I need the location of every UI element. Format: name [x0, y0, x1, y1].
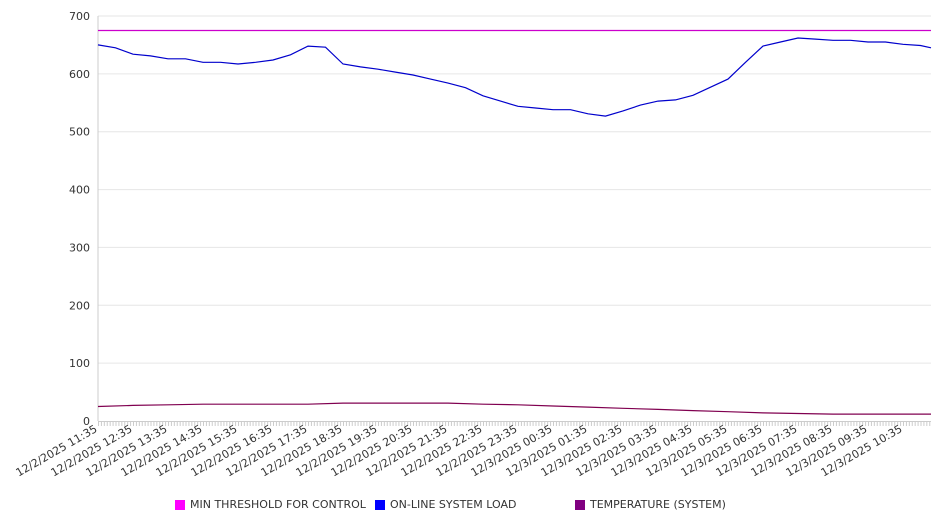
- series-line-1: [97, 37, 932, 117]
- legend-item-load[interactable]: ON-LINE SYSTEM LOAD: [375, 498, 516, 511]
- y-tick-label: 100: [69, 357, 90, 370]
- y-axis: 0 100 200 300 400 500 600 700: [69, 10, 99, 428]
- y-tick-label: 300: [69, 241, 90, 254]
- line-chart: 0 100 200 300 400 500 600 700 12/2/2025 11:3512…: [14, 10, 932, 479]
- y-tick-label: 400: [69, 184, 90, 197]
- y-tick-label: 500: [69, 126, 90, 139]
- legend-swatch-icon: [375, 499, 385, 510]
- legend-swatch-icon: [175, 499, 185, 510]
- y-tick-label: 700: [69, 10, 90, 23]
- legend-swatch-icon: [575, 499, 585, 510]
- legend-item-threshold[interactable]: MIN THRESHOLD FOR CONTROL: [175, 498, 366, 511]
- series-line-2: [97, 402, 931, 415]
- grid-lines: [98, 15, 931, 364]
- legend-item-temperature[interactable]: TEMPERATURE (SYSTEM): [575, 498, 726, 511]
- y-tick-label: 0: [83, 415, 90, 428]
- y-tick-label: 200: [69, 299, 90, 312]
- legend-label: MIN THRESHOLD FOR CONTROL: [190, 498, 366, 511]
- legend-label: TEMPERATURE (SYSTEM): [590, 498, 726, 511]
- legend-label: ON-LINE SYSTEM LOAD: [390, 498, 517, 511]
- series-lines: [97, 29, 932, 415]
- legend: MIN THRESHOLD FOR CONTROL ON-LINE SYSTEM…: [0, 498, 946, 514]
- y-tick-label: 600: [69, 68, 90, 81]
